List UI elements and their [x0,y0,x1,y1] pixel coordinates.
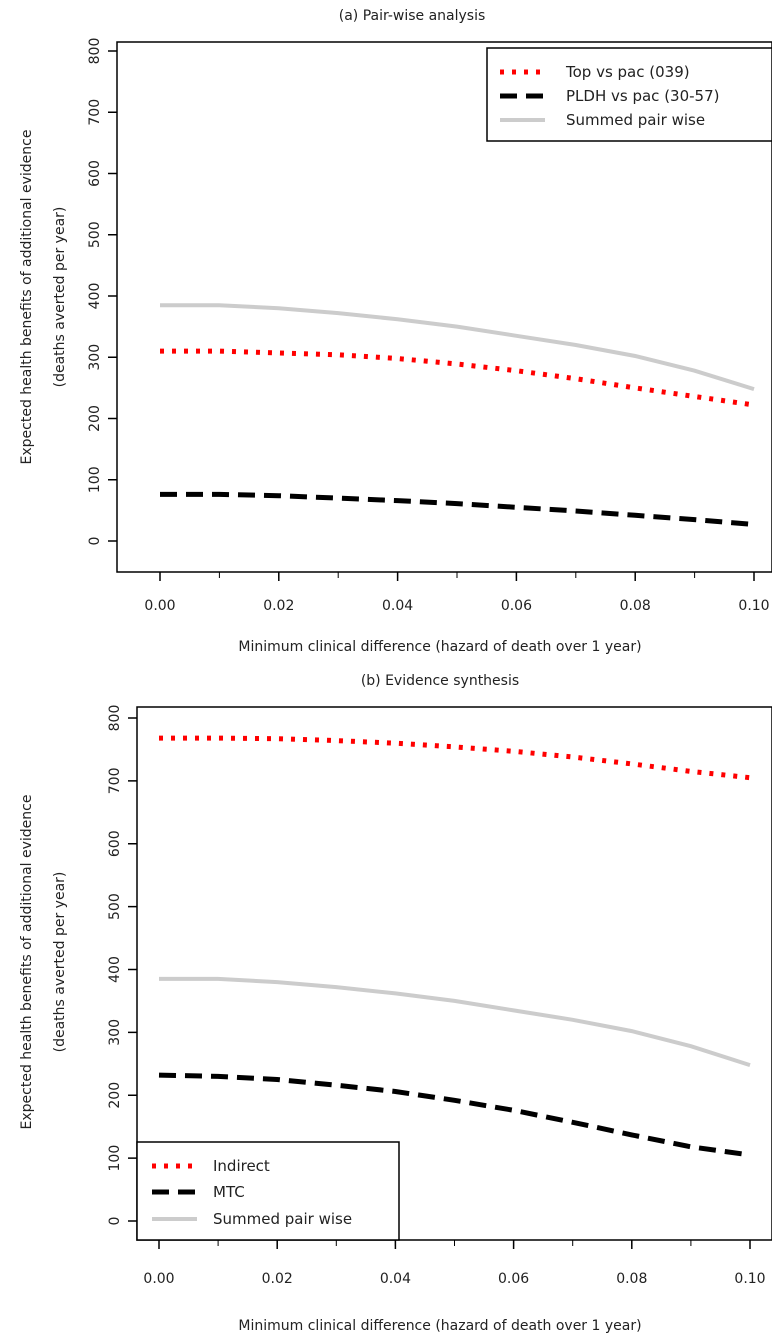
series-line-mtc [158,1072,751,1158]
legend-label: Summed pair wise [566,111,705,129]
chart-panel-b: (b) Evidence synthesis 0 100 200 300 400 500 60… [19,673,772,1334]
y-tick-label: 100 [107,1145,123,1172]
y-tick-label: 400 [107,956,123,983]
x-tick-label: 0.04 [380,1271,411,1287]
x-tick-label: 0.10 [738,598,769,614]
x-axis-title: Minimum clinical difference (hazard of d… [238,1318,641,1334]
x-tick-label: 0.06 [501,598,532,614]
x-tick-label: 0.04 [382,598,413,614]
y-tick-label: 600 [107,830,123,857]
y-axis-title: Expected health benefits of additional e… [19,130,35,465]
y-tick-label: 500 [87,221,103,248]
series-line-summed-pair-wise [160,303,755,392]
x-tick-label: 0.00 [144,598,175,614]
y-tick-label: 200 [107,1082,123,1109]
x-axis-title: Minimum clinical difference (hazard of d… [238,639,641,655]
y-axis-title: Expected health benefits of additional e… [19,795,35,1130]
y-tick-label: 700 [87,99,103,126]
y-tick-label: 0 [87,537,103,546]
legend-label: Indirect [213,1157,270,1175]
series-line-pldh-vs-pac-30-57 [160,491,755,527]
series-line-summed-pair-wise [159,976,751,1068]
legend-label: Summed pair wise [213,1210,352,1228]
y-tick-label: 300 [87,344,103,371]
chart-title: (b) Evidence synthesis [361,673,519,689]
y-tick-label: 0 [107,1217,123,1226]
y-tick-label: 800 [87,38,103,65]
y-tick-label: 700 [107,768,123,795]
y-axis-title: (deaths averted per year) [52,872,68,1053]
y-tick-label: 400 [87,283,103,310]
x-tick-label: 0.06 [498,1271,529,1287]
x-tick-label: 0.08 [616,1271,647,1287]
x-tick-label: 0.00 [143,1271,174,1287]
legend-label: PLDH vs pac (30-57) [566,87,719,105]
series-line-indirect [159,735,751,781]
x-tick-label: 0.10 [734,1271,765,1287]
y-tick-label: 100 [87,466,103,493]
y-tick-label: 800 [107,705,123,732]
plot-frame [116,41,772,573]
legend: Indirect MTC Summed pair wise [136,1141,400,1241]
x-tick-label: 0.02 [263,598,294,614]
chart-panel-a: (a) Pair-wise analysis 0 100 200 300 400 500 60… [19,8,772,655]
legend-label: MTC [213,1183,245,1201]
y-tick-label: 500 [107,893,123,920]
x-tick-label: 0.02 [262,1271,293,1287]
series-line-top-vs-pac-039 [160,348,755,408]
y-tick-label: 600 [87,160,103,187]
y-tick-label: 200 [87,405,103,432]
legend-label: Top vs pac (039) [565,63,690,81]
y-tick-label: 300 [107,1019,123,1046]
chart-title: (a) Pair-wise analysis [339,8,486,24]
y-axis-title: (deaths averted per year) [52,207,68,388]
x-tick-label: 0.08 [620,598,651,614]
legend: Top vs pac (039) PLDH vs pac (30-57) Summe… [486,47,772,142]
